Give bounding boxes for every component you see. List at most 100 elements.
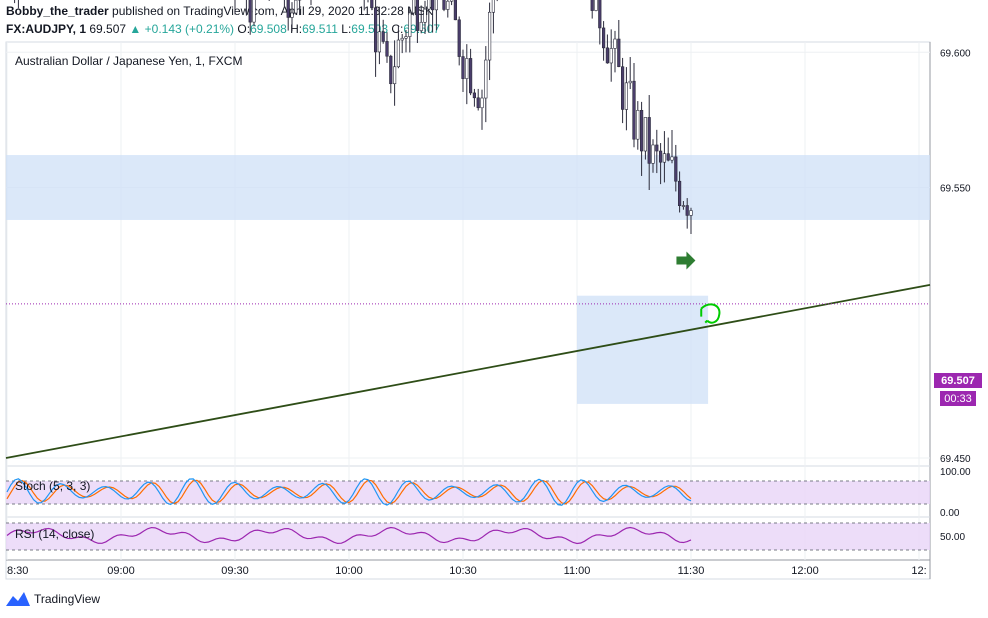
candle-body (248, 0, 252, 23)
oscillators (6, 478, 930, 551)
rsi-band (6, 523, 930, 550)
candle-body (389, 55, 393, 85)
candle-body (373, 7, 378, 53)
close-label: C: (391, 22, 404, 36)
thumbs-down-icon (700, 303, 721, 324)
price-badge-bg (934, 373, 982, 388)
candle-body (423, 8, 427, 23)
rsi-line (6, 526, 692, 545)
time-tick-label: 11:30 (678, 565, 705, 577)
candle-body (442, 0, 446, 10)
countdown-badge-bg (940, 391, 976, 406)
time-tick-label: 8:30 (7, 565, 28, 577)
high-value: 69.511 (302, 22, 338, 36)
tradingview-logo-icon (6, 592, 30, 606)
candle-body (643, 117, 647, 152)
rsi-label[interactable]: RSI (14, close) (15, 527, 94, 541)
candle-body (639, 110, 644, 152)
candle-body (484, 59, 488, 99)
candle-body (290, 12, 294, 18)
high-label: H: (290, 22, 303, 36)
time-tick-label: 12: (911, 565, 926, 577)
trendline (5, 283, 931, 459)
candle-body (674, 156, 678, 182)
price-tick-label: 69.450 (940, 454, 971, 465)
candle-body (396, 39, 401, 68)
candle-body (427, 0, 431, 10)
change-value: +0.143 (+0.21%) (144, 22, 235, 36)
candles (14, 0, 693, 234)
overlays (5, 251, 931, 459)
green-arrow-icon (676, 251, 696, 270)
candle-body (476, 97, 480, 109)
candle-body (404, 36, 408, 39)
stoch-label[interactable]: Stoch (5, 3, 3) (15, 479, 90, 493)
candle-body (472, 92, 477, 99)
candle-body (453, 0, 458, 21)
price-tick-label: 69.600 (940, 48, 971, 59)
open-value: 69.508 (250, 22, 287, 36)
candle-body (685, 205, 689, 216)
candle-body (381, 31, 385, 42)
stoch-d-line (6, 479, 692, 505)
time-tick-label: 09:30 (221, 565, 249, 577)
time-tick-label: 09:00 (107, 565, 135, 577)
candle-body (636, 110, 640, 140)
candle-body (598, 0, 602, 29)
up-triangle-icon: ▲ (129, 22, 142, 36)
candle-body (632, 80, 636, 140)
symbol-name[interactable]: FX:AUDJPY, 1 (6, 22, 87, 36)
candle-body (449, 0, 454, 2)
symbol-legend: FX:AUDJPY, 1 69.507 ▲ +0.143 (+0.21%) O:… (6, 22, 440, 36)
low-label: L: (341, 22, 352, 36)
chart-title: Australian Dollar / Japanese Yen, 1, FXC… (15, 54, 242, 68)
resistance-zone (6, 155, 930, 220)
candle-body (689, 210, 693, 216)
candle-body (613, 38, 617, 49)
candle-body (286, 0, 290, 18)
candle-body (434, 0, 439, 11)
candle-body (430, 0, 435, 11)
zones (6, 155, 930, 404)
candle-body (617, 38, 621, 68)
stoch-level-100: 100.00 (940, 467, 971, 478)
candle-body (468, 58, 473, 94)
author-name[interactable]: Bobby_the_trader (6, 4, 109, 18)
candle-body (419, 21, 423, 31)
time-tick-label: 11:00 (564, 565, 591, 577)
candle-body (392, 66, 397, 85)
time-tick-label: 10:00 (335, 565, 363, 577)
candle-body (651, 144, 655, 164)
publish-info: Bobby_the_trader published on TradingVie… (6, 4, 433, 18)
last-price: 69.507 (89, 22, 127, 36)
grid-lines (6, 42, 930, 560)
time-tick-label: 12:00 (791, 565, 819, 577)
candle-body (620, 66, 625, 110)
footer-brand[interactable]: TradingView (6, 592, 100, 606)
price-badge: 69.507 (941, 375, 975, 387)
candle-body (590, 0, 594, 11)
candle-body (666, 153, 670, 161)
candle-body (594, 0, 598, 11)
countdown-badge: 00:33 (944, 393, 972, 405)
candle-body (411, 0, 416, 14)
candle-body (446, 0, 450, 10)
footer-brand-text: TradingView (34, 592, 101, 606)
candle-body (624, 82, 628, 110)
candle-body (670, 156, 674, 161)
candle-body (252, 0, 256, 23)
candle-body (370, 0, 374, 9)
publish-text: published on TradingView.com, April 29, … (112, 4, 434, 18)
candle-body (609, 48, 613, 64)
candle-body (628, 80, 632, 84)
candle-body (294, 0, 298, 14)
candle-body (658, 150, 663, 163)
candle-body (457, 19, 461, 57)
candle-body (377, 31, 382, 53)
axes: 69.75069.70069.65069.60069.55069.4508:30… (7, 48, 971, 577)
candle-body (465, 58, 469, 79)
candle-body (491, 0, 496, 13)
candle-body (385, 41, 389, 57)
candle-body (647, 117, 651, 164)
